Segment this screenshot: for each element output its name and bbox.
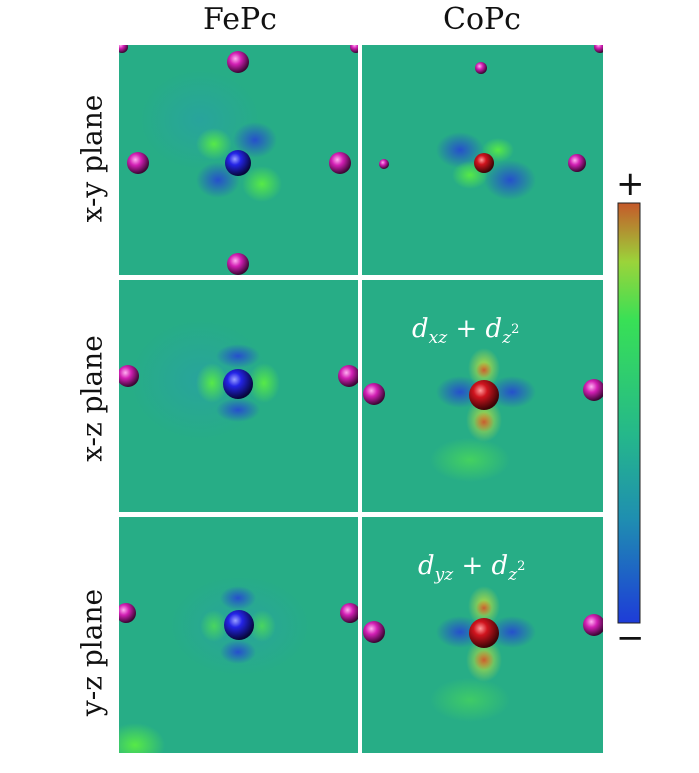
ligand-atom: [363, 383, 385, 405]
annotation-dyz-dz2: dyz + dz2: [418, 551, 525, 585]
ligand-atom: [583, 379, 603, 401]
ligand-atom: [350, 45, 358, 53]
ligand-atom: [594, 45, 603, 53]
ligand-atom: [475, 62, 487, 74]
colorbar-max-label: +: [616, 164, 645, 204]
column-title-fepc: FePc: [203, 2, 277, 37]
ligand-atom: [119, 603, 136, 623]
ligand-atom: [363, 621, 385, 643]
ligand-atom: [127, 152, 149, 174]
panel-dividers: [119, 45, 603, 753]
panel-copc-xy: [362, 45, 603, 275]
ligand-atom: [227, 253, 249, 275]
panel-copc-yz: [362, 517, 603, 753]
fe-atom: [223, 369, 253, 399]
ligand-atom: [338, 365, 358, 387]
ligand-atom: [340, 603, 358, 623]
ligand-atom: [583, 614, 603, 636]
fe-atom: [224, 610, 254, 640]
colorbar-min-label: −: [616, 618, 645, 658]
fe-atom: [225, 150, 251, 176]
ligand-atom: [568, 154, 586, 172]
column-title-copc: CoPc: [442, 2, 521, 37]
co-atom: [469, 380, 499, 410]
ligand-atom: [329, 152, 351, 174]
ligand-atom: [119, 365, 139, 387]
panel-copc-xz: [362, 280, 603, 512]
annotation-dxz-dz2: dxz + dz2: [412, 314, 519, 348]
ligand-atom: [119, 45, 128, 53]
panel-fepc-yz: [119, 517, 358, 753]
panel-fepc-xy: [119, 45, 358, 275]
co-atom: [474, 153, 494, 173]
ligand-atom: [227, 51, 249, 73]
co-atom: [469, 618, 499, 648]
colorbar: [617, 202, 641, 624]
ligand-atom: [379, 159, 389, 169]
panel-fepc-xz: [119, 280, 358, 512]
